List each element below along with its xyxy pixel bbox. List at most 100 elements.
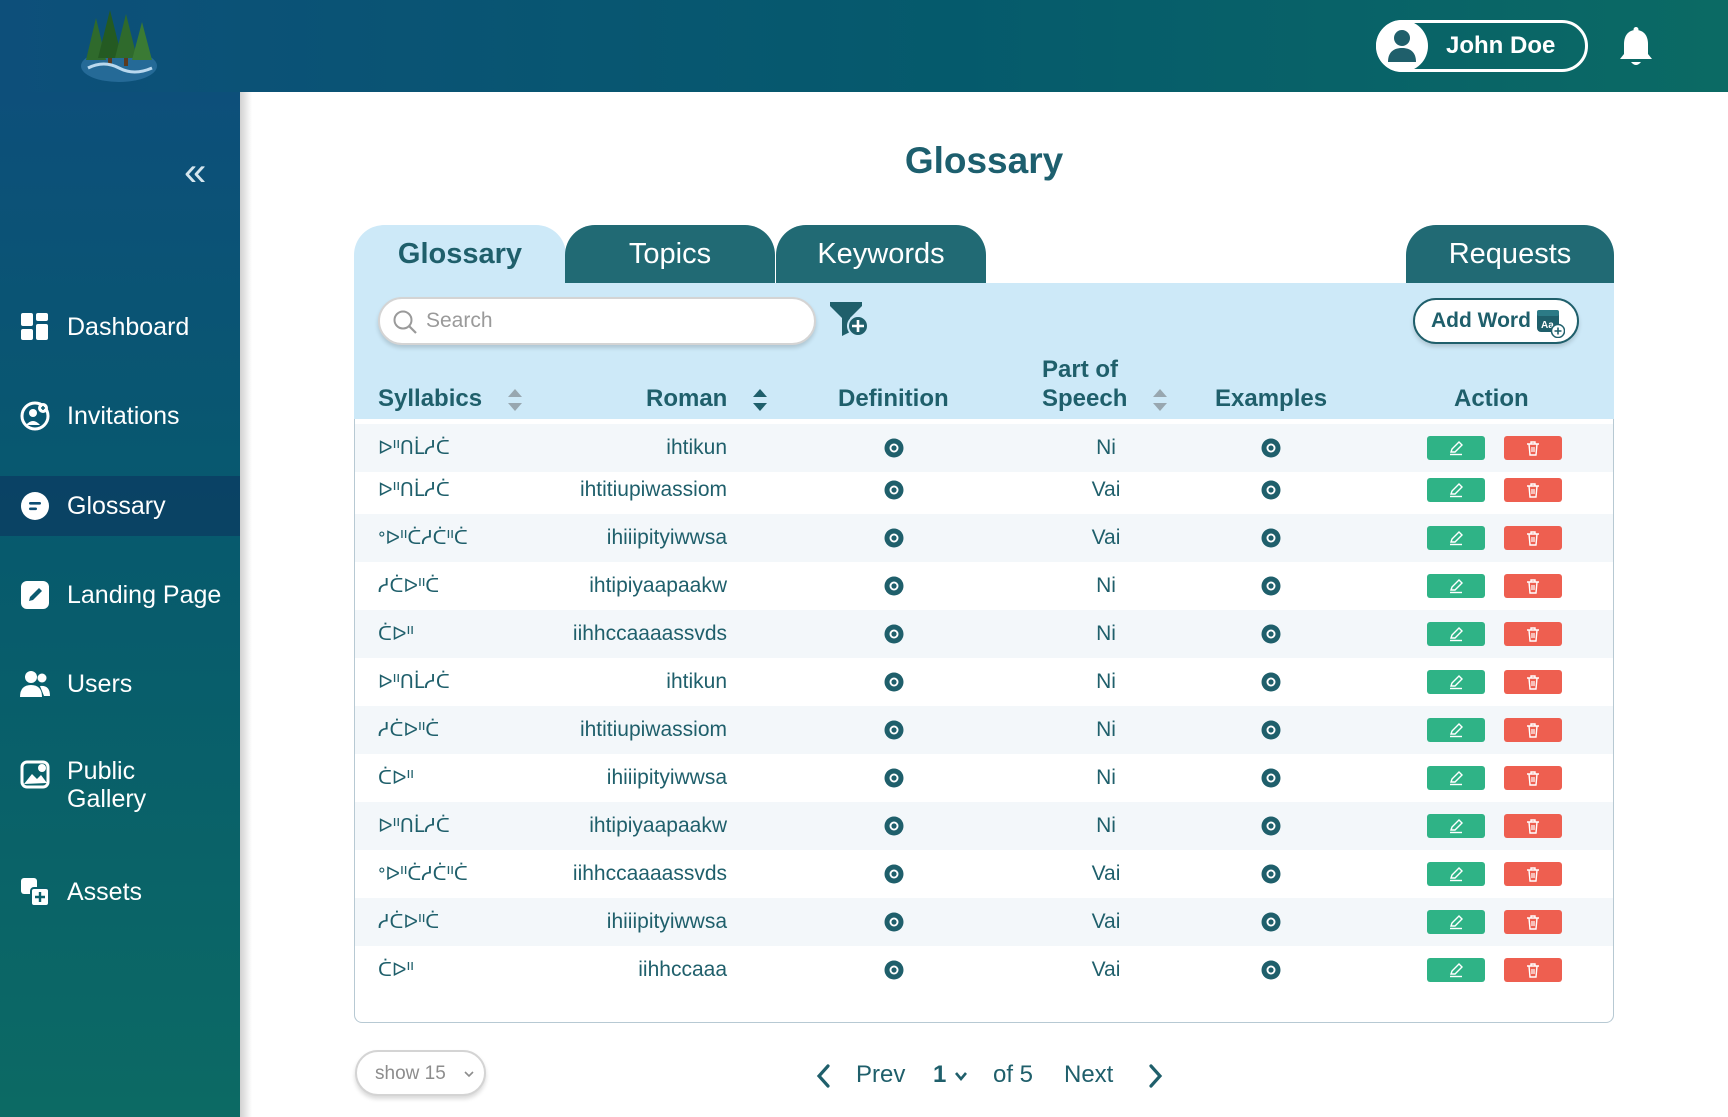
chevron-down-icon[interactable] [954,1069,968,1083]
edit-button[interactable] [1427,766,1485,790]
show-per-page-label: show 15 [375,1063,446,1084]
top-bar: John Doe [0,0,1728,92]
delete-button[interactable] [1504,670,1562,694]
sort-icon[interactable] [507,387,523,413]
tab-keywords[interactable]: Keywords [776,225,986,283]
delete-button[interactable] [1504,718,1562,742]
column-header-syllabics[interactable]: Syllabics [378,384,523,413]
app-logo[interactable] [74,8,164,90]
edit-icon [1450,723,1463,738]
search-icon [393,310,417,334]
view-examples-icon[interactable] [1261,768,1281,788]
view-definition-icon[interactable] [884,960,904,980]
tab-requests[interactable]: Requests [1406,225,1614,283]
edit-icon [1450,627,1463,642]
edit-button[interactable] [1427,718,1485,742]
view-definition-icon[interactable] [884,768,904,788]
prev-page-button[interactable]: Prev [856,1061,906,1088]
view-examples-icon[interactable] [1261,720,1281,740]
show-per-page-select[interactable]: show 15 [355,1050,486,1096]
edit-button[interactable] [1427,862,1485,886]
edit-button[interactable] [1427,814,1485,838]
chevron-right-icon[interactable] [1146,1063,1164,1089]
column-header-roman[interactable]: Roman [646,384,768,413]
view-examples-icon[interactable] [1261,528,1281,548]
edit-button[interactable] [1427,436,1485,460]
delete-button[interactable] [1504,910,1562,934]
part-of-speech-cell: Ni [1096,622,1116,645]
roman-cell: ihtipiyaapaakw [589,814,727,837]
view-definition-icon[interactable] [884,864,904,884]
view-examples-icon[interactable] [1261,672,1281,692]
part-of-speech-cell: Vai [1091,910,1121,933]
view-examples-icon[interactable] [1261,576,1281,596]
view-definition-icon[interactable] [884,438,904,458]
edit-button[interactable] [1427,958,1485,982]
assets-icon [21,878,50,907]
table-row: ᓱᑖᐅᐦᑖ ihtipiyaapaakw Ni [355,562,1613,610]
syllabics-cell: ᐅᐦᑎᒫᓱᑖ [378,437,450,459]
view-examples-icon[interactable] [1261,624,1281,644]
roman-cell: ihtitiupiwassiom [579,478,727,501]
users-icon [20,671,50,697]
sidebar-item-glossary[interactable]: Glossary [0,476,240,536]
user-menu-button[interactable]: John Doe [1376,20,1588,72]
view-definition-icon[interactable] [884,528,904,548]
view-definition-icon[interactable] [884,672,904,692]
column-header-part-of-speech[interactable]: Part of Speech [1042,355,1168,413]
search-box[interactable] [378,297,816,345]
sort-icon[interactable] [1152,387,1168,413]
chevron-left-icon[interactable] [815,1063,833,1089]
sidebar: « Dashboard Invitations Glossary Landing… [0,92,240,1117]
view-examples-icon[interactable] [1261,864,1281,884]
view-examples-icon[interactable] [1261,912,1281,932]
delete-button[interactable] [1504,574,1562,598]
sidebar-item-public-gallery[interactable]: Public Gallery [0,747,240,827]
tab-topics[interactable]: Topics [565,225,775,283]
notification-bell-icon[interactable] [1616,26,1656,68]
delete-button[interactable] [1504,862,1562,886]
view-definition-icon[interactable] [884,624,904,644]
sort-icon[interactable] [752,387,768,413]
delete-button[interactable] [1504,622,1562,646]
view-definition-icon[interactable] [884,912,904,932]
tab-glossary[interactable]: Glossary [354,225,566,283]
sidebar-item-dashboard[interactable]: Dashboard [0,297,240,357]
column-header-label: Syllabics [378,385,483,412]
delete-button[interactable] [1504,814,1562,838]
delete-button[interactable] [1504,526,1562,550]
edit-button[interactable] [1427,670,1485,694]
sidebar-item-users[interactable]: Users [0,654,240,714]
view-examples-icon[interactable] [1261,438,1281,458]
table-row: ᓱᑖᐅᐦᑖ ihiiipityiwwsa Vai [355,898,1613,946]
page-total: of 5 [993,1061,1034,1088]
sidebar-item-landing-page[interactable]: Landing Page [0,565,240,625]
view-examples-icon[interactable] [1261,816,1281,836]
edit-button[interactable] [1427,574,1485,598]
current-page-select[interactable]: 1 [933,1061,947,1088]
delete-button[interactable] [1504,958,1562,982]
view-examples-icon[interactable] [1261,960,1281,980]
sidebar-item-invitations[interactable]: Invitations [0,386,240,446]
search-input[interactable] [426,307,786,335]
view-definition-icon[interactable] [884,480,904,500]
delete-button[interactable] [1504,766,1562,790]
edit-button[interactable] [1427,478,1485,502]
sidebar-item-assets[interactable]: Assets [0,862,240,922]
add-word-button[interactable]: Add Word Aa [1413,298,1579,344]
next-page-button[interactable]: Next [1064,1061,1114,1088]
delete-button[interactable] [1504,478,1562,502]
filter-add-icon[interactable] [828,298,870,340]
view-definition-icon[interactable] [884,576,904,596]
edit-button[interactable] [1427,910,1485,934]
edit-button[interactable] [1427,622,1485,646]
edit-button[interactable] [1427,526,1485,550]
part-of-speech-cell: Vai [1091,526,1121,549]
view-examples-icon[interactable] [1261,480,1281,500]
view-definition-icon[interactable] [884,720,904,740]
view-definition-icon[interactable] [884,816,904,836]
edit-icon [1450,579,1463,594]
page-title: Glossary [904,140,1064,181]
delete-button[interactable] [1504,436,1562,460]
collapse-sidebar-icon[interactable]: « [184,150,207,194]
